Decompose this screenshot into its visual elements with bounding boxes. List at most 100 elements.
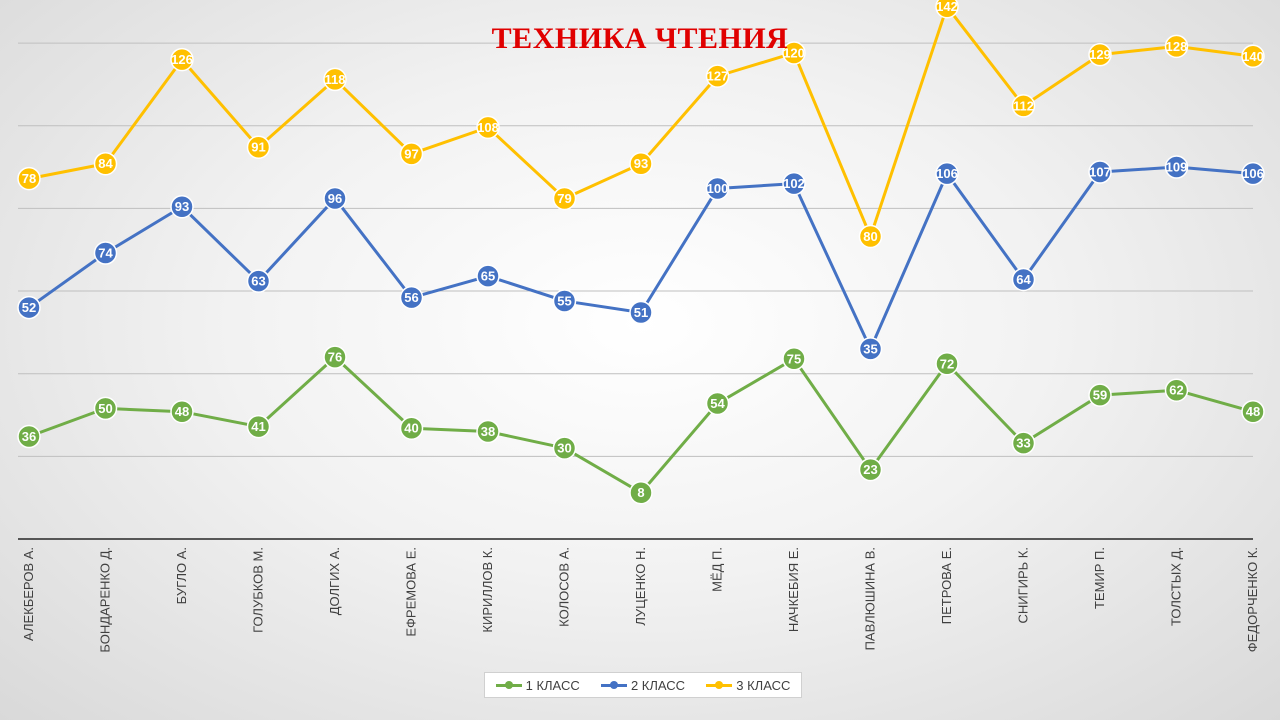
data-label: 54 xyxy=(710,396,725,411)
data-point xyxy=(323,345,347,369)
data-label: 96 xyxy=(328,191,342,206)
data-point xyxy=(705,176,730,201)
data-point xyxy=(399,142,424,166)
legend-swatch xyxy=(495,680,522,690)
data-point xyxy=(858,457,883,482)
data-label: 36 xyxy=(22,429,36,444)
data-label: 72 xyxy=(940,356,954,371)
data-point xyxy=(1088,42,1112,67)
data-label: 50 xyxy=(98,401,112,416)
data-point xyxy=(1164,34,1189,59)
data-point xyxy=(1011,431,1036,455)
x-tick-label: ЛУЦЕНКО Н. xyxy=(633,547,648,626)
data-label: 76 xyxy=(328,350,342,365)
data-label: 107 xyxy=(1089,165,1111,180)
data-label: 97 xyxy=(404,146,418,161)
data-point xyxy=(170,47,194,72)
data-point xyxy=(1088,160,1112,184)
data-label: 93 xyxy=(634,156,648,171)
data-label: 62 xyxy=(1169,383,1183,398)
x-tick-label: КИРИЛЛОВ К. xyxy=(480,547,495,633)
data-label: 48 xyxy=(1246,404,1260,419)
data-label: 52 xyxy=(22,300,36,315)
data-point xyxy=(552,436,577,460)
data-point xyxy=(782,41,806,65)
data-label: 41 xyxy=(251,419,265,434)
data-point xyxy=(1164,155,1189,179)
legend-item: 3 КЛАСС xyxy=(706,678,790,693)
data-point xyxy=(858,337,883,361)
x-tick-label: НАЧКЕБИЯ Е. xyxy=(786,547,801,632)
data-point xyxy=(476,419,500,444)
data-point xyxy=(399,285,424,310)
data-point xyxy=(1011,267,1036,292)
data-label: 128 xyxy=(1166,39,1188,54)
data-point xyxy=(246,414,271,439)
data-label: 51 xyxy=(634,305,648,320)
data-label: 8 xyxy=(637,485,644,500)
data-label: 127 xyxy=(707,69,729,84)
data-point xyxy=(17,424,41,449)
data-label: 64 xyxy=(1016,272,1031,287)
data-label: 118 xyxy=(325,72,346,87)
data-label: 75 xyxy=(787,351,801,366)
data-label: 120 xyxy=(783,45,805,60)
x-tick-label: МЁД П. xyxy=(710,547,725,592)
x-tick-label: СНИГИРЬ К. xyxy=(1016,547,1031,624)
data-point xyxy=(246,135,271,159)
data-point xyxy=(1241,44,1265,69)
legend-item: 2 КЛАСС xyxy=(600,677,686,693)
x-tick-label: ГОЛУБКОВ М. xyxy=(251,547,266,633)
legend-swatch xyxy=(600,680,627,690)
data-label: 30 xyxy=(557,441,571,456)
data-point xyxy=(93,151,118,176)
series-line-1 xyxy=(28,355,1254,495)
data-label: 140 xyxy=(1242,49,1264,64)
data-point xyxy=(246,269,271,293)
legend-label: 2 КЛАСС xyxy=(630,677,686,693)
data-label: 100 xyxy=(707,181,729,196)
data-point xyxy=(629,480,653,505)
legend-swatch xyxy=(706,680,733,690)
x-tick-label: ДОЛГИХ А. xyxy=(327,547,342,615)
data-point xyxy=(705,64,730,88)
data-label: 33 xyxy=(1016,436,1030,451)
data-point xyxy=(1241,399,1265,424)
data-point xyxy=(1241,161,1265,186)
x-tick-label: КОЛОСОВ А. xyxy=(557,547,572,627)
data-label: 63 xyxy=(251,274,265,289)
data-label: 84 xyxy=(98,156,113,171)
data-label: 48 xyxy=(175,404,189,419)
data-point xyxy=(935,352,959,376)
data-point xyxy=(629,300,653,325)
data-label: 106 xyxy=(936,166,958,181)
data-point xyxy=(1011,94,1036,118)
data-point xyxy=(552,186,577,211)
data-label: 108 xyxy=(477,120,499,135)
data-point xyxy=(17,295,41,320)
data-point xyxy=(476,115,500,140)
data-label: 80 xyxy=(863,229,877,244)
data-point xyxy=(170,399,194,424)
data-point xyxy=(552,289,577,313)
x-tick-label: АЛЕКБЕРОВ А. xyxy=(21,547,36,641)
data-label: 40 xyxy=(404,421,418,436)
data-point xyxy=(323,186,347,211)
legend-label: 3 КЛАСС xyxy=(736,677,791,693)
data-point xyxy=(935,0,959,19)
data-point xyxy=(935,161,959,186)
data-label: 106 xyxy=(1242,166,1264,181)
data-label: 56 xyxy=(404,290,418,305)
data-label: 109 xyxy=(1166,160,1188,175)
x-tick-label: ФЕДОРЧЕНКО К. xyxy=(1245,547,1260,652)
data-label: 38 xyxy=(481,424,495,439)
data-label: 129 xyxy=(1089,47,1111,62)
data-label: 35 xyxy=(863,341,877,356)
x-tick-label: ТОЛСТЫХ Д. xyxy=(1169,547,1184,626)
data-point xyxy=(476,264,500,288)
data-point xyxy=(1088,383,1112,407)
data-point xyxy=(858,224,883,249)
data-point xyxy=(1164,378,1189,402)
x-tick-label: БУГЛО А. xyxy=(174,547,189,604)
x-tick-label: ПАВЛЮШИНА В. xyxy=(863,547,878,650)
